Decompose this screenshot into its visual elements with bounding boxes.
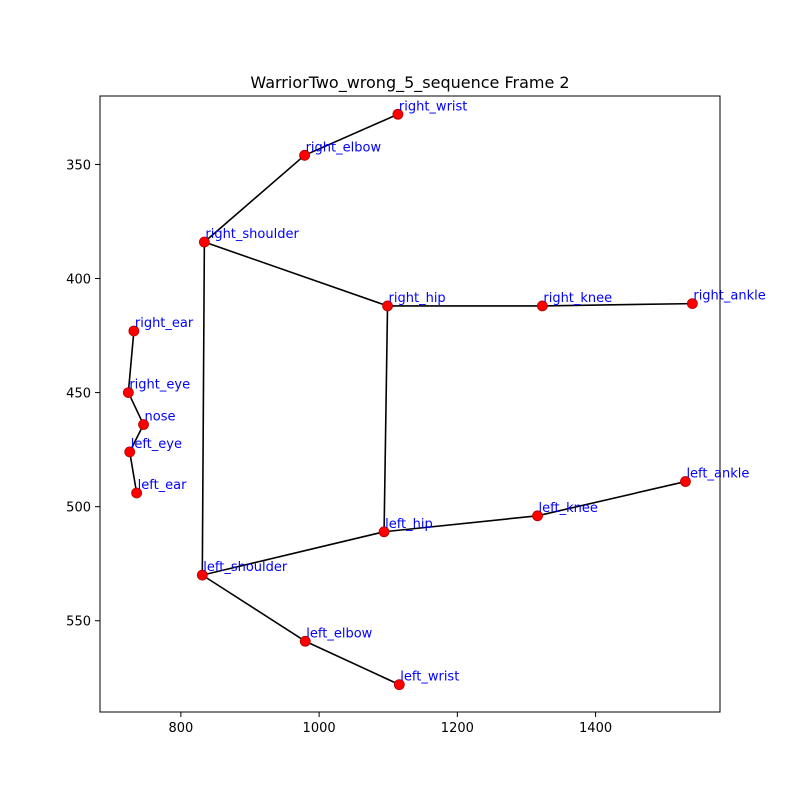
keypoint-label-right_ankle: right_ankle xyxy=(693,289,765,304)
keypoint-right_ankle xyxy=(686,298,698,310)
keypoint-label-left_ear: left_ear xyxy=(138,478,188,493)
bone-left_knee-left_ankle xyxy=(537,480,686,517)
x-tick-label: 1000 xyxy=(303,721,336,736)
keypoint-right_ear xyxy=(128,325,140,337)
keypoint-labels: nose right_eye left_eye right_ear left_ear ri… xyxy=(129,99,765,684)
x-axis: 800 1000 1200 1400 xyxy=(168,712,612,736)
bone-right_eye-nose xyxy=(127,392,145,425)
y-axis: 350 400 450 500 550 xyxy=(66,158,100,630)
bone-left_elbow-left_wrist xyxy=(304,640,400,686)
keypoint-left_knee xyxy=(532,510,543,522)
keypoint-right_eye xyxy=(122,387,134,398)
x-tick-label: 1400 xyxy=(579,721,612,736)
keypoint-label-left_hip: left_hip xyxy=(385,517,433,532)
keypoint-label-left_knee: left_knee xyxy=(539,501,598,516)
keypoint-right_hip xyxy=(382,300,393,312)
keypoint-label-right_knee: right_knee xyxy=(543,291,612,306)
bone-right_shoulder-right_hip xyxy=(204,241,388,307)
keypoint-label-right_elbow: right_elbow xyxy=(306,140,382,155)
keypoint-label-right_eye: right_eye xyxy=(129,378,190,393)
keypoint-label-left_wrist: left_wrist xyxy=(400,670,459,685)
y-tick-label: 450 xyxy=(66,387,91,402)
y-tick-label: 500 xyxy=(66,501,91,516)
keypoint-left_shoulder xyxy=(196,569,208,581)
keypoint-left_ankle xyxy=(680,476,691,487)
keypoint-label-left_eye: left_eye xyxy=(131,437,182,452)
keypoint-markers xyxy=(122,108,698,691)
keypoint-left_ear xyxy=(131,487,143,499)
y-tick-label: 350 xyxy=(66,158,91,173)
keypoint-label-right_wrist: right_wrist xyxy=(399,99,468,114)
bone-right_ear-right_eye xyxy=(127,330,135,393)
keypoint-label-right_shoulder: right_shoulder xyxy=(205,227,299,242)
bone-right_shoulder-left_shoulder xyxy=(201,242,206,576)
keypoint-right_shoulder xyxy=(198,236,210,248)
bone-left_shoulder-left_elbow xyxy=(201,574,306,642)
x-tick-label: 1200 xyxy=(441,721,474,736)
y-tick-label: 400 xyxy=(66,273,91,288)
keypoint-right_knee xyxy=(536,300,548,312)
bone-left_shoulder-left_hip xyxy=(202,530,385,576)
keypoint-nose xyxy=(138,419,149,430)
keypoint-label-right_hip: right_hip xyxy=(389,291,446,306)
keypoint-label-left_elbow: left_elbow xyxy=(306,626,372,641)
y-tick-label: 550 xyxy=(66,615,91,630)
x-tick-label: 800 xyxy=(168,721,193,736)
bone-right_hip-left_hip xyxy=(383,305,389,532)
bone-left_eye-left_ear xyxy=(128,451,138,494)
keypoint-right_elbow xyxy=(299,149,310,161)
keypoint-left_hip xyxy=(378,526,390,538)
plot-area-frame xyxy=(99,95,721,713)
keypoint-label-right_ear: right_ear xyxy=(135,316,194,331)
keypoint-label-left_ankle: left_ankle xyxy=(686,467,749,482)
bone-right_knee-right_ankle xyxy=(542,302,693,307)
bone-right_elbow-right_shoulder xyxy=(203,154,306,243)
keypoint-left_wrist xyxy=(393,679,405,691)
keypoint-right_wrist xyxy=(392,108,404,120)
bone-left_hip-left_knee xyxy=(383,514,538,533)
keypoint-label-left_shoulder: left_shoulder xyxy=(203,560,288,575)
bone-right_wrist-right_elbow xyxy=(304,113,399,157)
keypoint-label-nose: nose xyxy=(145,410,176,425)
chart-title: WarriorTwo_wrong_5_sequence Frame 2 xyxy=(250,73,569,93)
keypoint-left_eye xyxy=(124,446,136,458)
keypoint-left_elbow xyxy=(299,635,311,647)
